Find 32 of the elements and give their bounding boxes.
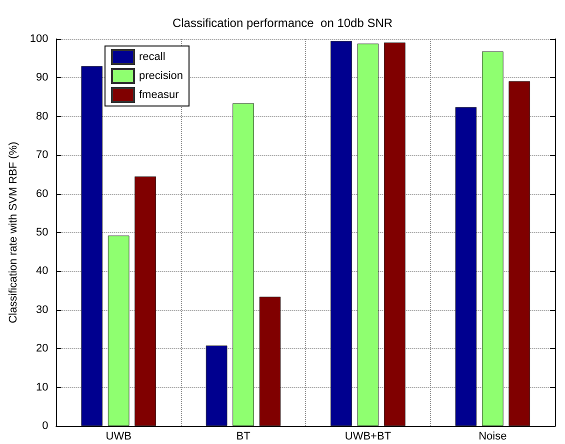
x-tick-label: UWB+BT [344,430,392,442]
bar [206,346,228,426]
bar [134,176,156,426]
legend-label: recall [139,51,166,63]
bar [108,236,130,426]
y-tick-label: 100 [30,33,48,45]
x-tick-label: BT [236,430,251,442]
legend-label: fmeasur [139,89,180,101]
bar [232,103,254,426]
y-tick-label: 60 [36,188,48,200]
bar [330,40,352,426]
y-tick-label: 0 [42,420,48,432]
legend-label: precision [139,70,184,82]
x-tick-label: UWB [106,430,132,442]
chart-title: Classification performance on 10db SNR [172,16,393,30]
y-axis-title: Classification rate with SVM RBF (%) [8,142,20,324]
bar [357,44,379,426]
y-tick-label: 30 [36,304,48,316]
bar [482,51,504,426]
bar [81,66,103,426]
y-tick-label: 80 [36,110,48,122]
bar [455,107,477,426]
y-tick-label: 20 [36,342,48,355]
x-tick-label: Noise [478,430,507,442]
y-tick-label: 90 [36,72,48,84]
bar [259,296,281,426]
y-tick-label: 70 [36,149,48,162]
bar [508,81,530,426]
y-tick-label: 10 [36,381,48,394]
bar [384,42,406,426]
y-tick-label: 50 [36,226,48,238]
y-tick-label: 40 [36,265,48,278]
